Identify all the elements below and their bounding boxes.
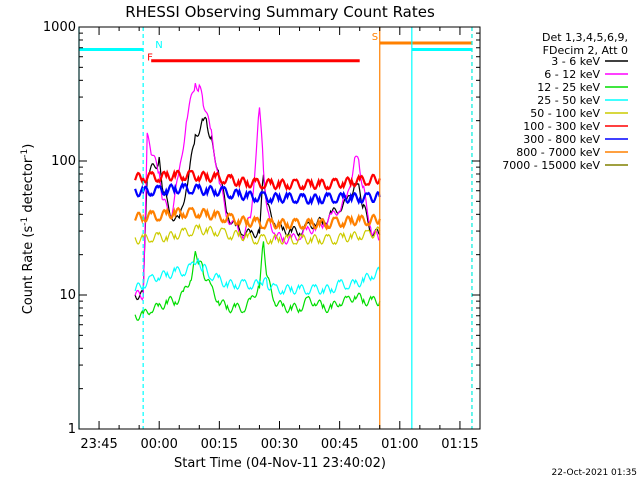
series-layer [134, 83, 381, 321]
legend-label: 12 - 25 keV [537, 81, 600, 94]
x-axis-label: Start Time (04-Nov-11 23:40:02) [174, 456, 386, 471]
legend-label: 800 - 7000 keV [516, 146, 600, 159]
legend-header: Det 1,3,4,5,6,9,FDecim 2, Att 0 [542, 31, 628, 57]
legend-header-line: FDecim 2, Att 0 [543, 44, 628, 57]
chart-title: RHESSI Observing Summary Count Rates [125, 3, 435, 21]
x-tick-label: 00:45 [321, 437, 358, 452]
series-line [134, 168, 381, 192]
legend-header-line: Det 1,3,4,5,6,9, [542, 31, 628, 44]
series-line [134, 241, 381, 321]
legend-label: 25 - 50 keV [537, 94, 600, 107]
y-axis: 1 10 100 1000 [43, 20, 480, 437]
y-tick-label: 100 [51, 154, 76, 169]
legend-label: 300 - 800 keV [523, 133, 600, 146]
series-line [134, 223, 381, 246]
x-tick-label: 01:00 [381, 437, 418, 452]
annotation-label: F [147, 53, 153, 64]
legend-label: 7000 - 15000 keV [502, 159, 600, 172]
y-axis-label: Count Rate (s-1 detector-1) [20, 144, 36, 315]
series-line [134, 116, 381, 301]
y-tick-label: 10 [59, 288, 76, 303]
annotation-label: N [155, 40, 162, 51]
legend-label: 50 - 100 keV [530, 107, 600, 120]
y-tick-label: 1000 [43, 20, 76, 35]
legend-label: 6 - 12 keV [544, 68, 600, 81]
legend-label: 3 - 6 keV [551, 55, 600, 68]
annotations-layer: NF S [147, 32, 378, 64]
state-bars-layer [79, 41, 472, 63]
x-tick-label: 23:45 [80, 437, 117, 452]
series-line [134, 83, 381, 301]
x-axis: 23:45 00:00 00:15 00:30 00:45 01:00 01:15 [78, 27, 481, 452]
footer-timestamp: 22-Oct-2021 01:35 [552, 468, 637, 478]
x-tick-label: 00:00 [140, 437, 177, 452]
series-line [134, 257, 381, 296]
legend-label: 100 - 300 keV [523, 120, 600, 133]
series-line [134, 181, 381, 206]
x-tick-label: 00:15 [201, 437, 238, 452]
x-tick-label: 01:15 [441, 437, 478, 452]
x-tick-label: 00:30 [261, 437, 298, 452]
series-line [134, 206, 381, 231]
annotation-label: S [372, 32, 378, 43]
y-tick-label: 1 [68, 422, 76, 437]
